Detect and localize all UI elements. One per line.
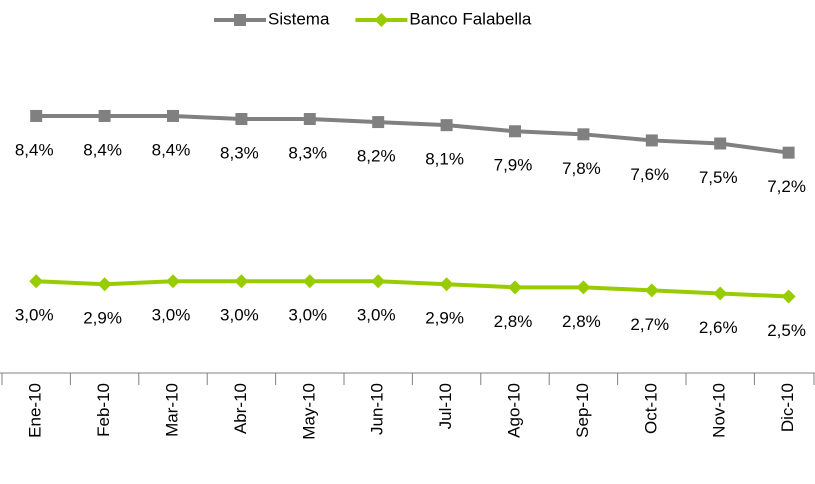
- marker: [782, 146, 795, 159]
- x-tick-label: Feb-10: [94, 383, 113, 437]
- data-label: 7,2%: [767, 177, 806, 196]
- marker: [714, 137, 727, 150]
- data-label: 3,0%: [152, 306, 191, 325]
- marker: [440, 119, 453, 132]
- marker: [98, 109, 111, 122]
- data-label: 2,6%: [699, 318, 738, 337]
- marker: [439, 277, 454, 292]
- x-tick-label: Ago-10: [504, 383, 523, 438]
- data-label: 8,3%: [288, 144, 327, 163]
- data-label: 2,8%: [494, 312, 533, 331]
- data-label: 2,5%: [767, 321, 806, 340]
- data-label: 8,4%: [152, 140, 191, 159]
- series-line: [36, 113, 789, 155]
- data-label: 8,4%: [83, 140, 122, 159]
- x-tick-label: Oct-10: [641, 383, 660, 434]
- x-tick-label: Mar-10: [162, 383, 181, 437]
- x-tick-label: Abr-10: [231, 383, 250, 434]
- data-label: 3,0%: [357, 306, 396, 325]
- marker: [302, 274, 317, 289]
- marker: [371, 274, 386, 289]
- legend-marker: [374, 13, 389, 27]
- marker: [577, 128, 590, 141]
- data-label: 2,7%: [630, 315, 669, 334]
- marker: [713, 286, 728, 301]
- data-label: 7,8%: [562, 159, 601, 178]
- x-tick-label: Nov-10: [710, 383, 729, 438]
- x-tick-label: Sep-10: [573, 383, 592, 438]
- data-label: 3,0%: [15, 306, 54, 325]
- x-tick-label: Jun-10: [368, 383, 387, 435]
- data-label: 7,9%: [494, 156, 533, 175]
- marker: [509, 125, 521, 138]
- data-label: 2,9%: [425, 309, 464, 328]
- marker: [235, 113, 248, 126]
- legend-marker: [234, 14, 246, 26]
- data-label: 8,2%: [357, 147, 396, 166]
- x-tick-label: Ene-10: [26, 383, 45, 438]
- data-label: 8,4%: [15, 140, 54, 159]
- data-label: 3,0%: [288, 306, 327, 325]
- marker: [29, 274, 44, 289]
- marker: [644, 283, 659, 298]
- data-label: 7,5%: [699, 168, 738, 187]
- data-label: 2,8%: [562, 312, 601, 331]
- marker: [234, 274, 249, 289]
- data-label: 7,6%: [630, 165, 669, 184]
- data-label: 2,9%: [83, 309, 122, 328]
- marker: [645, 134, 658, 147]
- data-label: 8,1%: [425, 150, 464, 169]
- marker: [97, 277, 112, 292]
- series-line: [36, 279, 789, 299]
- marker: [166, 274, 180, 289]
- marker: [30, 109, 43, 122]
- marker: [372, 116, 385, 129]
- x-tick-label: May-10: [299, 383, 318, 440]
- data-label: 3,0%: [220, 306, 259, 325]
- marker: [167, 109, 179, 122]
- marker: [576, 280, 591, 295]
- x-tick-label: Jul-10: [436, 383, 455, 429]
- x-tick-label: Dic-10: [778, 383, 797, 432]
- data-label: 8,3%: [220, 144, 259, 163]
- marker: [781, 289, 796, 304]
- legend-label: Sistema: [268, 9, 330, 28]
- marker: [508, 280, 522, 295]
- legend-label: Banco Falabella: [409, 9, 531, 28]
- marker: [303, 113, 316, 126]
